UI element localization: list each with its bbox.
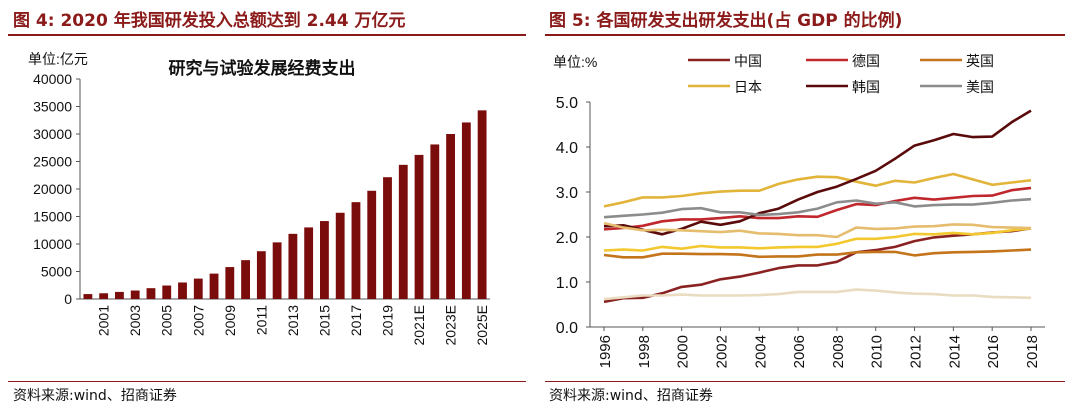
- figure-5-title: 图 5: 各国研发支出研发支出(占 GDP 的比例): [549, 11, 903, 31]
- line-series-美国: [603, 197, 1032, 219]
- line-x-tick-label: 2006: [791, 335, 808, 368]
- bar-x-tick-label: 2023E: [443, 305, 459, 345]
- bar-2010: [241, 260, 250, 299]
- bar-2022E: [430, 144, 440, 299]
- bar-2008: [209, 273, 219, 299]
- line-y-tick-label: 3.0: [556, 185, 578, 202]
- line-x-tick-label: 2008: [830, 335, 847, 368]
- line-x-tick-label: 2004: [752, 335, 769, 368]
- bar-2024E: [461, 122, 471, 299]
- line-series-unlabeled-8: [603, 288, 1032, 301]
- bar-2002: [115, 291, 124, 299]
- legend-label-中国: 中国: [734, 53, 762, 69]
- line-series-中国: [603, 227, 1032, 304]
- bar-x-tick-label: 2009: [222, 305, 238, 336]
- bar-2003: [130, 290, 140, 299]
- line-series-unlabeled-7: [603, 221, 1032, 239]
- bar-y-tick-label: 0: [64, 291, 72, 307]
- bar-2020: [398, 164, 408, 299]
- left-source-note: 资料来源:wind、招商证券: [13, 388, 177, 404]
- line-x-tick-label: 2012: [908, 335, 925, 368]
- bar-2023E: [446, 134, 455, 299]
- bar-x-tick-label: 2013: [285, 305, 301, 336]
- bar-chart-title: 研究与试验发展经费支出: [169, 58, 356, 78]
- line-chart-unit-label: 单位:%: [553, 54, 597, 70]
- bar-x-tick-label: 2015: [316, 305, 332, 336]
- line-x-tick-label: 2002: [713, 335, 730, 368]
- line-x-tick-label: 1996: [597, 335, 614, 368]
- bar-y-tick-label: 35000: [33, 99, 72, 115]
- legend-label-韩国: 韩国: [852, 79, 880, 95]
- bar-y-tick-label: 10000: [33, 236, 72, 252]
- bar-2016: [335, 212, 345, 299]
- bar-y-tick-label: 25000: [33, 154, 72, 170]
- bar-2017: [351, 202, 361, 299]
- bar-y-tick-label: 5000: [41, 264, 72, 280]
- line-y-tick-label: 2.0: [556, 230, 578, 247]
- bar-x-tick-label: 2017: [348, 305, 364, 336]
- line-series-日本: [603, 172, 1032, 208]
- left-source-rule: [8, 381, 526, 382]
- line-y-tick-label: 1.0: [556, 275, 578, 292]
- rd-expenditure-bar-chart: 单位:亿元 研究与试验发展经费支出 0 5000 10000 15000 20000 25…: [28, 51, 490, 345]
- line-y-tick-label: 4.0: [556, 140, 578, 157]
- line-x-tick-label: 2016: [985, 335, 1002, 368]
- legend-label-美国: 美国: [966, 79, 994, 95]
- bar-y-tick-label: 40000: [33, 71, 72, 87]
- bar-2012: [272, 242, 282, 299]
- bar-x-tick-label: 2019: [380, 305, 396, 336]
- bar-x-tick-label: 2025E: [474, 305, 490, 345]
- bar-2021E: [414, 154, 424, 299]
- bar-2007: [193, 278, 203, 299]
- line-x-tick-label: 2000: [675, 335, 692, 368]
- bar-x-tick-label: 2005: [159, 305, 175, 336]
- bar-2018: [367, 190, 377, 299]
- legend-label-德国: 德国: [852, 53, 880, 69]
- line-y-tick-label: 0.0: [556, 320, 578, 337]
- bar-2000: [83, 294, 93, 299]
- line-series-英国: [603, 248, 1032, 259]
- line-x-tick-label: 2010: [869, 335, 886, 368]
- bar-x-tick-label: 2001: [96, 305, 112, 336]
- line-x-tick-label: 2018: [1024, 335, 1041, 368]
- line-series-unlabeled-6: [603, 227, 1032, 252]
- figure-4-title: 图 4: 2020 年我国研发投入总额达到 2.44 万亿元: [13, 11, 406, 31]
- right-source-rule: [545, 381, 1065, 382]
- bar-y-tick-label: 20000: [33, 181, 72, 197]
- bar-2004: [146, 288, 156, 299]
- line-series-德国: [603, 186, 1032, 231]
- bar-2009: [225, 267, 235, 299]
- right-title-rule: [545, 34, 1065, 36]
- bar-2005: [162, 285, 172, 299]
- bar-2015: [320, 221, 329, 299]
- bar-2011: [256, 251, 266, 299]
- bar-chart-unit-label: 单位:亿元: [28, 51, 88, 67]
- bar-2025E: [477, 110, 487, 299]
- bar-x-tick-label: 2003: [127, 305, 143, 336]
- bar-y-tick-label: 30000: [33, 126, 72, 142]
- line-y-tick-label: 5.0: [556, 95, 578, 112]
- right-source-note: 资料来源:wind、招商证券: [549, 388, 713, 404]
- bar-x-tick-label: 2021E: [411, 305, 427, 345]
- left-title-rule: [8, 34, 526, 36]
- bar-2001: [99, 293, 109, 299]
- bar-2014: [304, 227, 314, 299]
- bar-2006: [178, 282, 187, 299]
- legend-label-英国: 英国: [966, 53, 994, 69]
- line-x-tick-label: 1998: [636, 335, 653, 368]
- bar-x-tick-label: 2011: [253, 305, 269, 335]
- bar-2013: [288, 233, 298, 299]
- line-x-tick-label: 2014: [946, 335, 963, 368]
- bar-x-tick-label: 2007: [190, 305, 206, 336]
- bar-2019: [383, 177, 392, 299]
- bar-y-tick-label: 15000: [33, 209, 72, 225]
- legend-label-日本: 日本: [734, 79, 762, 95]
